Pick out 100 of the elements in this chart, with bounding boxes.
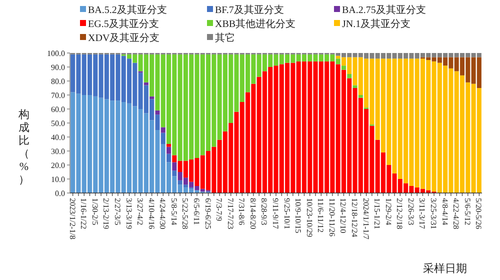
bar (200, 155, 205, 189)
bar (98, 98, 104, 193)
bar (308, 61, 312, 193)
bar (341, 70, 346, 193)
bar (437, 57, 442, 63)
bar (155, 130, 160, 193)
bar (398, 53, 402, 59)
bar (256, 76, 262, 193)
bar (460, 53, 465, 58)
x-tick-label: 5/8-5/14 (169, 198, 178, 226)
x-tick-label: 3/11-3/17 (418, 198, 427, 229)
bar (234, 54, 239, 112)
bar (476, 57, 482, 88)
bar (279, 54, 284, 64)
bar (150, 120, 154, 193)
bar (426, 57, 431, 60)
bar (285, 54, 290, 63)
bar (324, 54, 330, 62)
bar (313, 54, 318, 62)
bar (251, 54, 256, 84)
bar (432, 57, 436, 62)
x-tick-label: 1/29-2/4 (384, 198, 393, 226)
bar (432, 61, 436, 192)
bar (409, 186, 414, 193)
bar (336, 53, 340, 56)
x-tick-label: 1/16-1/22 (79, 198, 88, 230)
bar (352, 88, 358, 193)
bar (330, 61, 335, 193)
bar (358, 53, 363, 58)
bar (466, 82, 470, 193)
bar (460, 57, 465, 76)
bar (420, 58, 425, 189)
x-tick-label: 3/25-3/31 (429, 198, 438, 230)
bar (426, 60, 431, 190)
x-tick-label: 2/27-3/5 (112, 198, 122, 226)
bar (404, 183, 408, 193)
legend-label: 其它 (215, 32, 235, 44)
bar (443, 66, 448, 193)
bar (82, 54, 86, 95)
bar (172, 170, 177, 176)
bar (466, 57, 470, 82)
bar (380, 152, 386, 193)
bar (127, 54, 132, 59)
bar (194, 54, 200, 158)
bar (98, 54, 104, 98)
x-tick-label: 7/17-7/23 (226, 198, 235, 230)
bar (352, 57, 358, 86)
bar (189, 182, 194, 188)
bar (364, 109, 369, 193)
bar (76, 54, 81, 94)
bar (347, 78, 352, 193)
bar (228, 54, 234, 123)
y-tick-label: 70.0 (51, 91, 65, 100)
bar (206, 151, 211, 190)
bar (166, 54, 172, 144)
bar (404, 53, 408, 59)
bar (318, 61, 324, 193)
bar (409, 58, 414, 186)
bar (189, 159, 194, 182)
y-tick-label: 60.0 (51, 105, 65, 114)
bar (460, 75, 465, 193)
bar (183, 184, 188, 188)
bar (426, 53, 431, 58)
bar (448, 57, 454, 68)
bar (183, 178, 188, 185)
bar (370, 53, 374, 59)
bar (296, 61, 301, 193)
bar (256, 54, 262, 77)
bar (212, 54, 216, 147)
bar (471, 53, 476, 58)
bar (454, 71, 459, 193)
x-tick-label: 7/3-7/9 (214, 198, 224, 222)
bar (454, 53, 459, 58)
legend-label: BA.2.75及其亚分支 (342, 4, 426, 16)
bar (246, 92, 250, 193)
bar (251, 84, 256, 193)
x-tick-label: 1/15-1/21 (372, 198, 382, 230)
bar (166, 146, 172, 154)
bar (268, 54, 273, 67)
bar (448, 68, 454, 193)
bar (121, 56, 126, 102)
bar (138, 54, 143, 72)
bar (166, 162, 172, 193)
x-tick-label: 8/14-8/20 (248, 198, 258, 230)
bar (228, 123, 234, 193)
bar (150, 99, 154, 120)
bar (386, 58, 392, 165)
bar (183, 160, 188, 178)
bar (318, 54, 324, 62)
bar (104, 54, 109, 100)
bar (313, 61, 318, 193)
bar (104, 99, 109, 193)
legend-label: BA.5.2及其亚分支 (88, 4, 167, 16)
bar (172, 54, 177, 156)
bar (471, 57, 476, 84)
bar (285, 62, 290, 193)
x-tick-label: 6/19-6/25 (203, 198, 212, 230)
bar (358, 57, 363, 95)
bar (178, 172, 182, 180)
bar (138, 72, 143, 109)
